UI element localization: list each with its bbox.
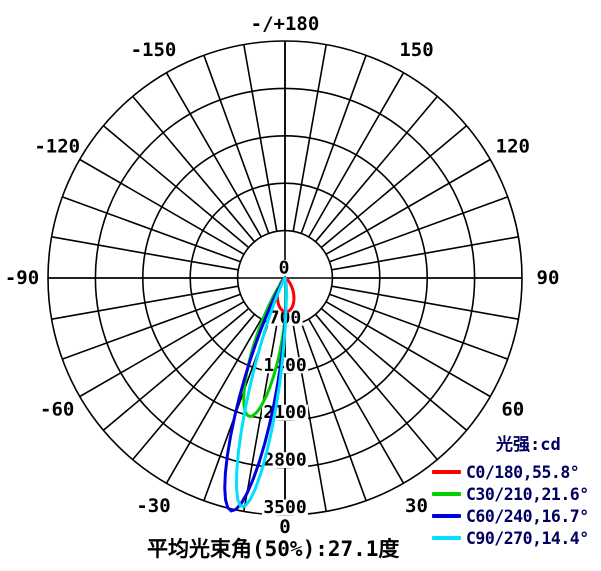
ring-label: 0 bbox=[279, 258, 290, 279]
angle-label: 60 bbox=[501, 399, 524, 421]
legend-label-c60: C60/240,16.7° bbox=[466, 506, 589, 526]
angle-label: 0 bbox=[279, 516, 290, 538]
legend-swatch-c90-icon bbox=[432, 536, 461, 540]
curve-c90-270 bbox=[234, 276, 288, 508]
angle-label: -/+180 bbox=[251, 13, 320, 35]
average-beam-angle-caption: 平均光束角(50%):27.1度 bbox=[147, 537, 400, 561]
legend-swatch-c30-icon bbox=[432, 492, 461, 496]
angle-label: -30 bbox=[136, 495, 170, 517]
ring-label: 1400 bbox=[263, 355, 306, 376]
legend-swatch-c60-icon bbox=[432, 514, 461, 518]
angle-label: 30 bbox=[405, 495, 428, 517]
angle-label: 120 bbox=[496, 136, 530, 158]
legend-label-c0: C0/180,55.8° bbox=[466, 462, 580, 482]
legend-title: 光强:cd bbox=[496, 435, 561, 455]
ring-label: 2800 bbox=[263, 450, 306, 471]
angle-label: -60 bbox=[40, 399, 74, 421]
angle-label: -150 bbox=[131, 39, 177, 61]
intensity-curves bbox=[223, 276, 296, 513]
curve-c30-210 bbox=[242, 276, 288, 418]
angle-label: 150 bbox=[399, 39, 433, 61]
legend-item: C60/240,16.7° bbox=[432, 505, 601, 527]
legend-swatch-c0-icon bbox=[432, 470, 461, 474]
legend-item: C0/180,55.8° bbox=[432, 461, 601, 483]
ring-label: 3500 bbox=[263, 497, 306, 518]
legend-item: C30/210,21.6° bbox=[432, 483, 601, 505]
angle-label: -120 bbox=[34, 136, 80, 158]
legend-label-c90: C90/270,14.4° bbox=[466, 528, 589, 548]
angle-label: -90 bbox=[5, 267, 39, 289]
angle-label: 90 bbox=[537, 267, 560, 289]
legend: 光强:cd C0/180,55.8° C30/210,21.6° C60/240… bbox=[432, 430, 601, 549]
legend-item: C90/270,14.4° bbox=[432, 527, 601, 549]
angle-labels: 0 30 60 90 120 150 -/+180 -30 -60 -90 -120 -150 bbox=[5, 13, 560, 538]
legend-label-c30: C30/210,21.6° bbox=[466, 484, 589, 504]
